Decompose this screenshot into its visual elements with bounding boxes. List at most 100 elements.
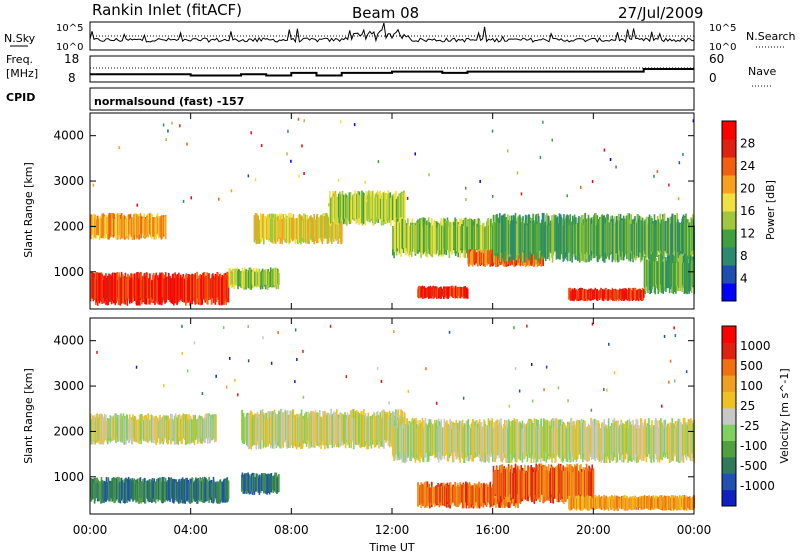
heatmap-cell <box>465 198 467 201</box>
heatmap-cell <box>507 149 509 153</box>
heatmap-cell <box>225 385 228 389</box>
y-tick-label: 3000 <box>53 379 84 393</box>
colorbar-tick-label: 16 <box>740 204 755 218</box>
heatmap-cell <box>229 356 231 360</box>
velocity-colorbar-label: Velocity [m s^-1] <box>778 368 791 463</box>
cpid-panel <box>89 87 695 111</box>
velocity-y-axis: 1000 2000 3000 4000 <box>53 334 694 484</box>
heatmap-cell <box>298 174 300 178</box>
heatmap-cell <box>491 129 494 133</box>
heatmap-cell <box>376 367 379 371</box>
heatmap-cell <box>685 370 688 374</box>
heatmap-cell <box>668 380 670 384</box>
colorbar-tick-label: 1000 <box>740 339 771 353</box>
heatmap-cell <box>466 288 469 299</box>
heatmap-cell <box>557 386 560 390</box>
heatmap-cell <box>551 138 553 142</box>
heatmap-cell <box>181 324 183 328</box>
colorbar-swatch <box>722 456 736 474</box>
heatmap-cell <box>278 272 280 285</box>
heatmap-cell <box>365 199 368 203</box>
x-tick-label: 04:00 <box>173 523 208 537</box>
heatmap-cell <box>606 388 608 392</box>
heatmap-cell <box>428 173 430 177</box>
power-data <box>90 117 695 306</box>
heatmap-cell <box>164 214 167 240</box>
y-tick-label: 4000 <box>53 129 84 143</box>
heatmap-cell <box>296 358 298 361</box>
heatmap-cell <box>462 396 465 400</box>
heatmap-cell <box>181 352 184 355</box>
beam-title: Beam 08 <box>352 4 419 22</box>
heatmap-cell <box>404 192 406 226</box>
heatmap-cell <box>270 361 273 365</box>
heatmap-cell <box>215 374 217 378</box>
heatmap-cell <box>590 408 593 412</box>
nsearch-label: N.Search <box>746 30 796 43</box>
heatmap-cell <box>163 384 165 388</box>
heatmap-cell <box>328 203 330 207</box>
heatmap-cell <box>492 195 494 198</box>
heatmap-cell <box>543 388 545 392</box>
heatmap-cell <box>542 120 544 124</box>
heatmap-cell <box>682 152 684 156</box>
heatmap-cell <box>218 197 220 201</box>
heatmap-cell <box>193 341 196 345</box>
heatmap-cell <box>692 119 695 123</box>
colorbar-swatch <box>722 342 736 360</box>
freq-trace <box>90 67 694 77</box>
colorbar-tick-label: -100 <box>740 439 767 453</box>
heatmap-cell <box>661 404 663 408</box>
nsky-trace <box>89 22 694 44</box>
heatmap-cell <box>287 129 289 133</box>
x-tick-label: 16:00 <box>475 523 510 537</box>
heatmap-cell <box>215 414 217 442</box>
heatmap-cell <box>136 203 138 207</box>
heatmap-cell <box>278 474 280 493</box>
heatmap-cell <box>566 194 568 198</box>
heatmap-cell <box>663 335 666 338</box>
heatmap-cell <box>678 161 681 165</box>
date-title: 27/Jul/2009 <box>618 4 703 22</box>
heatmap-cell <box>513 326 515 330</box>
heatmap-cell <box>591 322 594 326</box>
heatmap-cell <box>227 276 230 303</box>
nsky-line <box>89 22 694 44</box>
colorbar-swatch <box>722 326 736 343</box>
y-tick-label: 2000 <box>53 424 84 438</box>
heatmap-cell <box>653 174 655 178</box>
colorbar-swatch <box>722 391 736 409</box>
heatmap-cell <box>377 160 380 164</box>
heatmap-cell <box>520 192 523 196</box>
heatmap-cell <box>448 330 451 334</box>
colorbar-frame <box>721 120 737 302</box>
colorbar-swatch <box>722 489 736 507</box>
heatmap-cell <box>290 159 292 163</box>
heatmap-cell <box>118 146 120 150</box>
heatmap-cell <box>656 170 659 174</box>
nsky-label: N.Sky <box>4 32 36 45</box>
heatmap-cell <box>677 197 680 201</box>
heatmap-cell <box>340 120 342 124</box>
heatmap-cell <box>674 379 676 383</box>
heatmap-cell <box>539 155 542 159</box>
colorbar-tick-label: 100 <box>740 379 763 393</box>
heatmap-cell <box>465 186 467 190</box>
heatmap-cell <box>247 174 250 178</box>
freq-label-2: [MHz] <box>6 67 38 80</box>
freq-tick-top: 18 <box>64 52 79 66</box>
colorbar-tick-label: 500 <box>740 359 763 373</box>
heatmap-cell <box>526 324 528 328</box>
heatmap-cell <box>545 365 548 369</box>
nsky-scale-bottom: 10^0 <box>56 42 83 53</box>
heatmap-cell <box>518 389 521 393</box>
colorbar-swatch <box>722 440 736 458</box>
colorbar-tick-label: 20 <box>740 182 755 196</box>
cpid-text: normalsound (fast) -157 <box>94 95 244 108</box>
heatmap-cell <box>286 152 288 156</box>
heatmap-cell <box>668 183 670 187</box>
colorbar-tick-label: 8 <box>740 249 748 263</box>
freq-line <box>90 68 694 77</box>
freq-label-1: Freq. <box>6 53 33 66</box>
